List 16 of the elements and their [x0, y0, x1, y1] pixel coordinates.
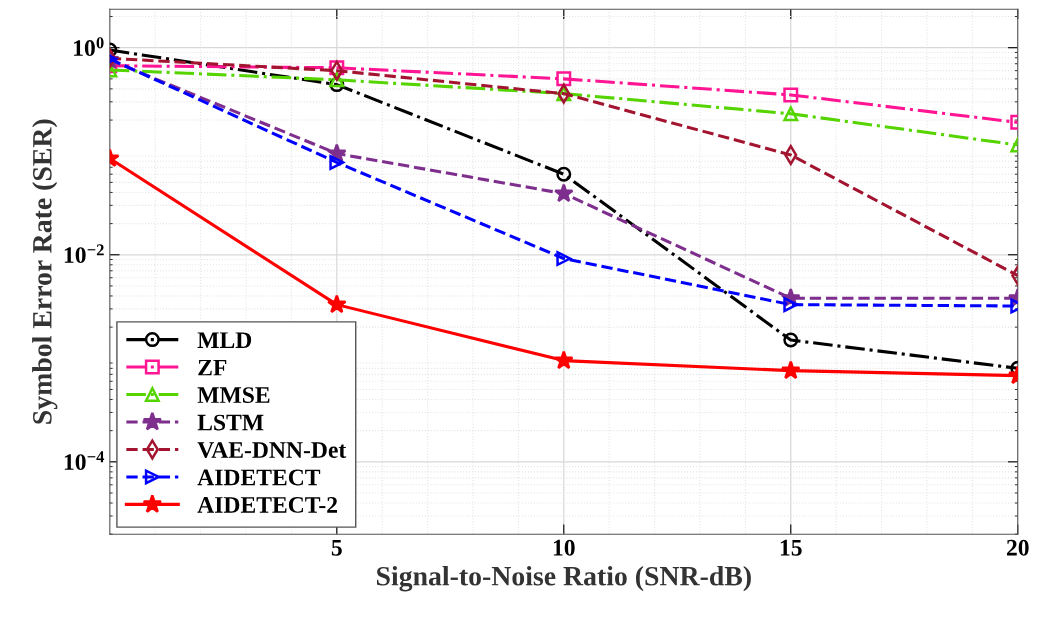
legend-label: ZF [198, 359, 227, 376]
x-axis-title: Signal-to-Noise Ratio (SNR-dB) [377, 566, 751, 592]
legend-label: LSTM [197, 414, 264, 431]
x-tick-label: 10 [553, 539, 575, 556]
legend-label: VAE-DNN-Det [197, 442, 347, 459]
legend-label: AIDETECT-2 [197, 497, 338, 513]
legend-label: MMSE [197, 387, 270, 404]
legend-label: AIDETECT [197, 469, 321, 486]
x-tick-label: 20 [1006, 539, 1029, 556]
y-tick-label: 10$^{0}$ [74, 37, 104, 57]
x-tick-label: 15 [780, 539, 802, 556]
y-tick-label: 10$^{−2}$ [64, 244, 104, 264]
legend-label: MLD [197, 332, 252, 348]
y-tick-label: 10$^{−4}$ [64, 451, 105, 471]
y-axis-title: Symbol Error Rate (SER) [32, 119, 58, 424]
x-tick-label: 5 [331, 539, 342, 556]
